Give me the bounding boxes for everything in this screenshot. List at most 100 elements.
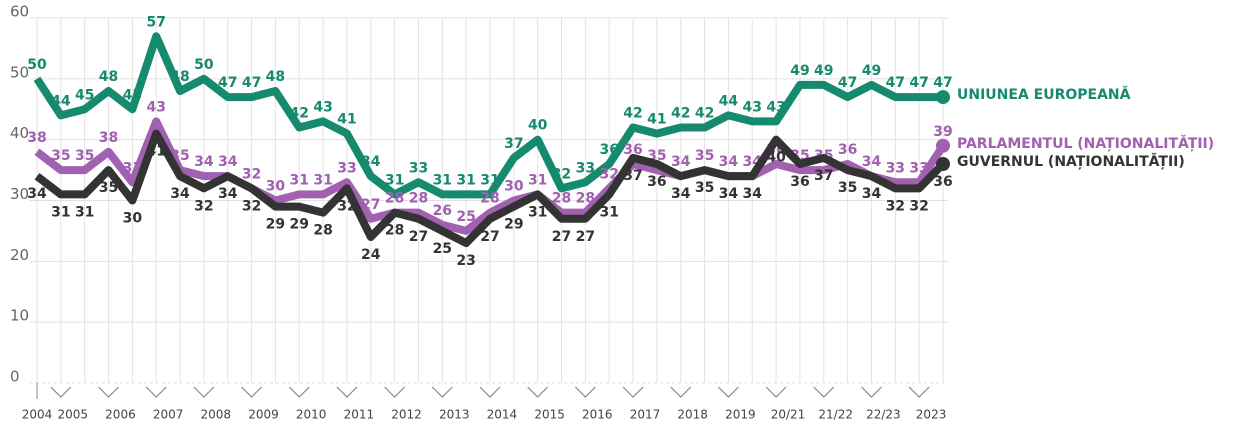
value-label: 34 — [671, 154, 691, 170]
series-name: GUVERNUL (NAȚIONALITĂȚII) — [957, 152, 1185, 170]
end-dot — [936, 138, 950, 153]
value-label: 31 — [456, 172, 475, 188]
value-label: 41 — [146, 144, 165, 160]
y-tick-label: 30 — [10, 185, 29, 203]
x-tick-label: 2010 — [296, 408, 327, 422]
value-label: 32 — [242, 166, 261, 182]
value-label: 48 — [99, 69, 118, 85]
value-label: 28 — [385, 223, 404, 239]
y-tick-label: 0 — [10, 368, 20, 386]
value-label: 36 — [838, 142, 857, 158]
value-label: 31 — [313, 172, 332, 188]
value-label: 27 — [552, 229, 571, 245]
value-label: 28 — [576, 191, 595, 207]
value-label: 37 — [623, 168, 642, 184]
value-label: 32 — [194, 198, 213, 214]
value-label: 32 — [886, 198, 905, 214]
value-label: 34 — [218, 154, 238, 170]
x-tick-label: 2012 — [391, 408, 422, 422]
value-label: 32 — [909, 198, 928, 214]
x-axis-chevron — [193, 386, 215, 398]
value-label: 32 — [337, 198, 356, 214]
x-tick-label: 2005 — [57, 408, 88, 422]
x-tick-label: 2008 — [201, 408, 232, 422]
value-label: 45 — [123, 87, 142, 103]
x-axis-chevron — [431, 386, 453, 398]
value-label: 31 — [433, 172, 452, 188]
value-label: 43 — [766, 99, 785, 115]
value-label: 44 — [51, 93, 71, 109]
value-label: 25 — [456, 209, 475, 225]
value-label: 36 — [933, 174, 952, 190]
value-label: 25 — [433, 241, 452, 257]
value-label: 34 — [361, 154, 381, 170]
x-tick-label: 2011 — [344, 408, 375, 422]
value-label: 50 — [194, 57, 214, 73]
x-tick-label: 2023 — [916, 408, 947, 422]
value-label: 40 — [766, 150, 786, 166]
end-dot — [936, 90, 950, 105]
value-label: 31 — [290, 172, 309, 188]
value-label: 31 — [385, 172, 404, 188]
value-label: 38 — [27, 130, 46, 146]
value-label: 27 — [576, 229, 595, 245]
value-label: 31 — [51, 204, 70, 220]
value-label: 24 — [361, 247, 381, 263]
series-line — [34, 117, 947, 235]
x-axis-chevron — [622, 386, 644, 398]
value-label: 42 — [623, 106, 642, 122]
x-axis-chevron — [241, 386, 263, 398]
x-axis-chevron — [765, 386, 787, 398]
x-tick-label: 2006 — [105, 408, 136, 422]
value-label: 36 — [790, 174, 809, 190]
series-name: PARLAMENTUL (NAȚIONALITĂȚII) — [957, 134, 1214, 152]
value-label: 30 — [123, 211, 143, 227]
y-tick-label: 40 — [10, 124, 29, 142]
value-label: 32 — [552, 166, 571, 182]
x-axis-chevron — [145, 386, 167, 398]
x-axis-chevron — [50, 386, 72, 398]
value-label: 42 — [290, 106, 309, 122]
y-tick-label: 10 — [10, 307, 29, 325]
value-label: 47 — [242, 75, 261, 91]
value-label: 32 — [242, 198, 261, 214]
value-label: 45 — [75, 87, 94, 103]
value-label: 42 — [671, 106, 690, 122]
value-label: 28 — [409, 191, 428, 207]
series-line — [33, 32, 943, 199]
value-label: 28 — [313, 223, 332, 239]
x-axis-chevron — [574, 386, 596, 398]
x-tick-label: 22/23 — [866, 408, 901, 422]
value-label: 41 — [647, 112, 666, 128]
x-axis-chevron — [813, 386, 835, 398]
value-label: 34 — [194, 154, 214, 170]
value-label: 31 — [480, 172, 499, 188]
value-label: 49 — [862, 63, 881, 79]
value-label: 47 — [909, 75, 928, 91]
value-label: 34 — [218, 186, 238, 202]
value-label: 36 — [647, 174, 666, 190]
value-label: 35 — [695, 148, 714, 164]
value-label: 31 — [599, 204, 618, 220]
value-label: 35 — [51, 148, 70, 164]
value-label: 42 — [695, 106, 714, 122]
x-axis-chevron — [98, 386, 119, 398]
value-label: 29 — [504, 217, 523, 233]
value-label: 50 — [27, 57, 47, 73]
value-label: 48 — [266, 69, 285, 85]
value-label: 26 — [433, 203, 452, 219]
value-label: 37 — [814, 168, 833, 184]
x-tick-label: 2019 — [725, 408, 756, 422]
x-tick-label: 2009 — [248, 408, 279, 422]
value-label: 35 — [75, 148, 94, 164]
value-label: 44 — [719, 93, 739, 109]
x-axis-chevron — [384, 386, 406, 398]
value-label: 28 — [552, 191, 571, 207]
value-label: 43 — [743, 99, 762, 115]
value-label: 31 — [528, 172, 547, 188]
x-tick-label: 2017 — [630, 408, 661, 422]
value-label: 47 — [933, 75, 952, 91]
value-label: 37 — [504, 136, 523, 152]
x-tick-label: 2013 — [439, 408, 470, 422]
